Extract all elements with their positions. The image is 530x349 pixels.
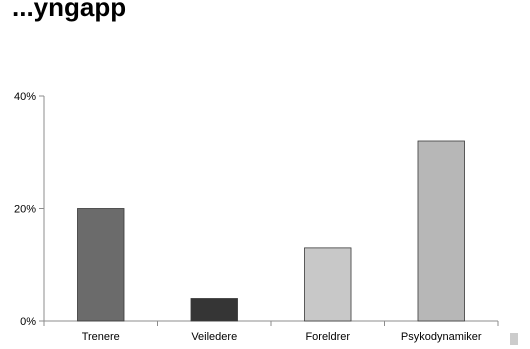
y-tick-label: 40% <box>14 91 36 103</box>
y-tick-label: 20% <box>14 204 36 216</box>
bar-series <box>77 140 465 322</box>
x-tick-label: Veiledere <box>191 331 237 343</box>
y-tick-label: 0% <box>20 316 36 328</box>
axis-labels: 0% 20% 40% Trenere Veiledere Foreldrer Psykody… <box>14 91 482 343</box>
x-tick-label: Psykodynamiker <box>401 331 482 343</box>
bar-psykodynamiker <box>417 140 465 322</box>
bar-veiledere <box>190 298 238 322</box>
bar-foreldrer <box>304 247 352 322</box>
corner-icon <box>510 333 518 345</box>
chart-title: ...yngapp <box>12 0 127 22</box>
x-tick-label: Trenere <box>82 331 120 343</box>
bar-trenere <box>77 208 125 322</box>
x-tick-label: Foreldrer <box>305 331 350 343</box>
